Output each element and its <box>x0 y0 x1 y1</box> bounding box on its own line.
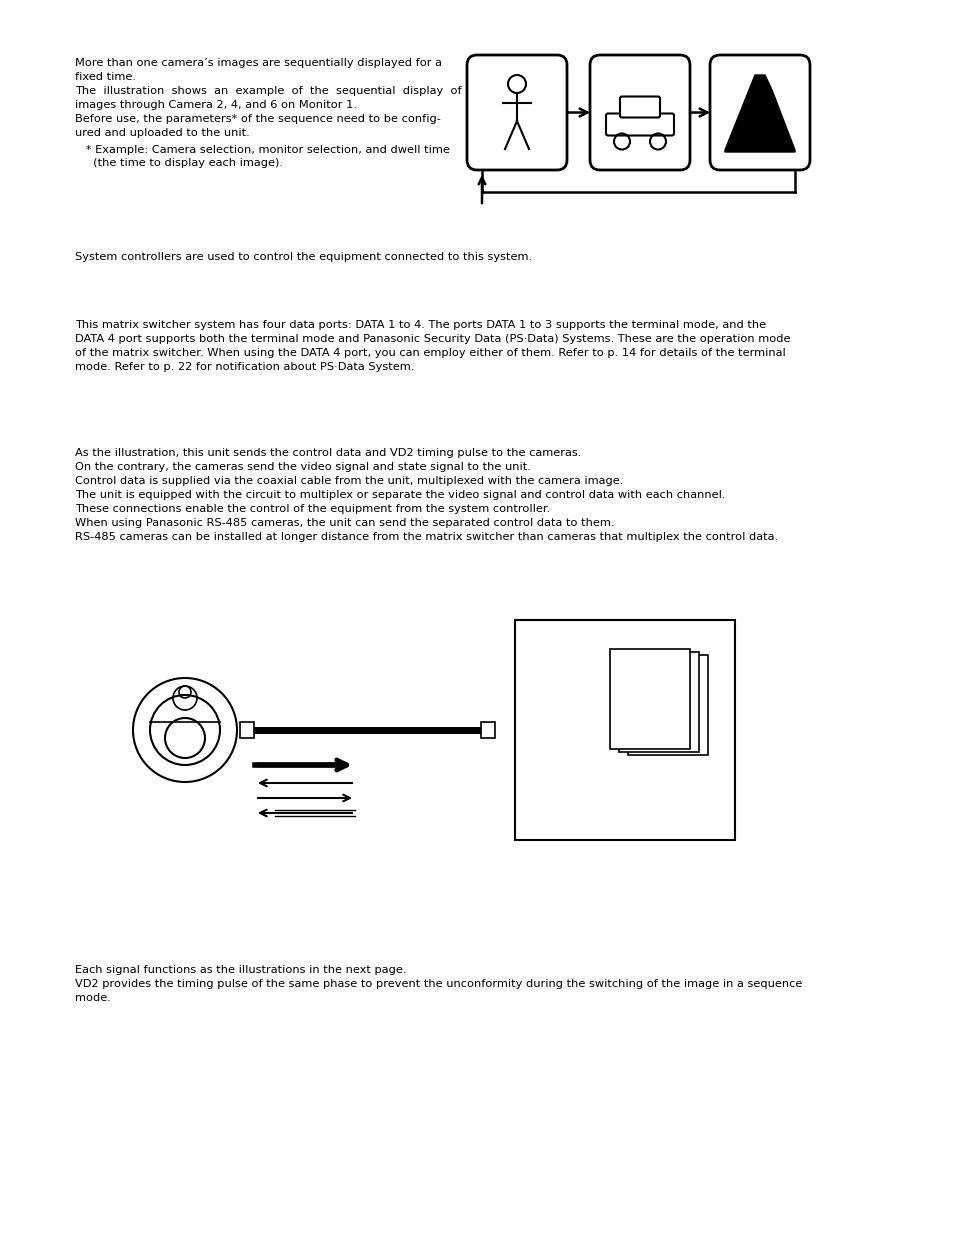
Text: images through Camera 2, 4, and 6 on Monitor 1.: images through Camera 2, 4, and 6 on Mon… <box>75 100 356 110</box>
Bar <box>627 655 707 755</box>
Text: mode. Refer to p. 22 for notification about PS·Data System.: mode. Refer to p. 22 for notification ab… <box>75 362 414 372</box>
Bar <box>515 620 734 840</box>
FancyBboxPatch shape <box>467 56 566 170</box>
Text: Control data is supplied via the coaxial cable from the unit, multiplexed with t: Control data is supplied via the coaxial… <box>75 475 622 487</box>
Text: (the time to display each image).: (the time to display each image). <box>75 158 283 168</box>
FancyBboxPatch shape <box>605 114 673 136</box>
FancyBboxPatch shape <box>589 56 689 170</box>
Text: More than one camera’s images are sequentially displayed for a: More than one camera’s images are sequen… <box>75 58 441 68</box>
Polygon shape <box>724 75 794 152</box>
Text: The  illustration  shows  an  example  of  the  sequential  display  of: The illustration shows an example of the… <box>75 86 461 96</box>
Text: fixed time.: fixed time. <box>75 72 136 82</box>
Bar <box>240 722 253 739</box>
Text: * Example: Camera selection, monitor selection, and dwell time: * Example: Camera selection, monitor sel… <box>75 144 450 156</box>
Text: When using Panasonic RS-485 cameras, the unit can send the separated control dat: When using Panasonic RS-485 cameras, the… <box>75 517 614 529</box>
Text: Before use, the parameters* of the sequence need to be config-: Before use, the parameters* of the seque… <box>75 114 440 124</box>
Text: DATA 4 port supports both the terminal mode and Panasonic Security Data (PS·Data: DATA 4 port supports both the terminal m… <box>75 333 790 345</box>
Text: As the illustration, this unit sends the control data and VD2 timing pulse to th: As the illustration, this unit sends the… <box>75 448 580 458</box>
Text: System controllers are used to control the equipment connected to this system.: System controllers are used to control t… <box>75 252 532 262</box>
Text: of the matrix switcher. When using the DATA 4 port, you can employ either of the: of the matrix switcher. When using the D… <box>75 348 785 358</box>
Text: mode.: mode. <box>75 993 111 1003</box>
Text: RS-485 cameras can be installed at longer distance from the matrix switcher than: RS-485 cameras can be installed at longe… <box>75 532 778 542</box>
Text: ured and uploaded to the unit.: ured and uploaded to the unit. <box>75 128 250 138</box>
Text: This matrix switcher system has four data ports: DATA 1 to 4. The ports DATA 1 t: This matrix switcher system has four dat… <box>75 320 765 330</box>
Text: These connections enable the control of the equipment from the system controller: These connections enable the control of … <box>75 504 550 514</box>
Bar <box>609 650 689 748</box>
Bar <box>618 652 699 752</box>
Bar <box>480 722 495 739</box>
Text: On the contrary, the cameras send the video signal and state signal to the unit.: On the contrary, the cameras send the vi… <box>75 462 530 472</box>
FancyBboxPatch shape <box>619 96 659 117</box>
Text: Each signal functions as the illustrations in the next page.: Each signal functions as the illustratio… <box>75 965 406 974</box>
Text: VD2 provides the timing pulse of the same phase to prevent the unconformity duri: VD2 provides the timing pulse of the sam… <box>75 979 801 989</box>
FancyBboxPatch shape <box>709 56 809 170</box>
Text: The unit is equipped with the circuit to multiplex or separate the video signal : The unit is equipped with the circuit to… <box>75 490 724 500</box>
